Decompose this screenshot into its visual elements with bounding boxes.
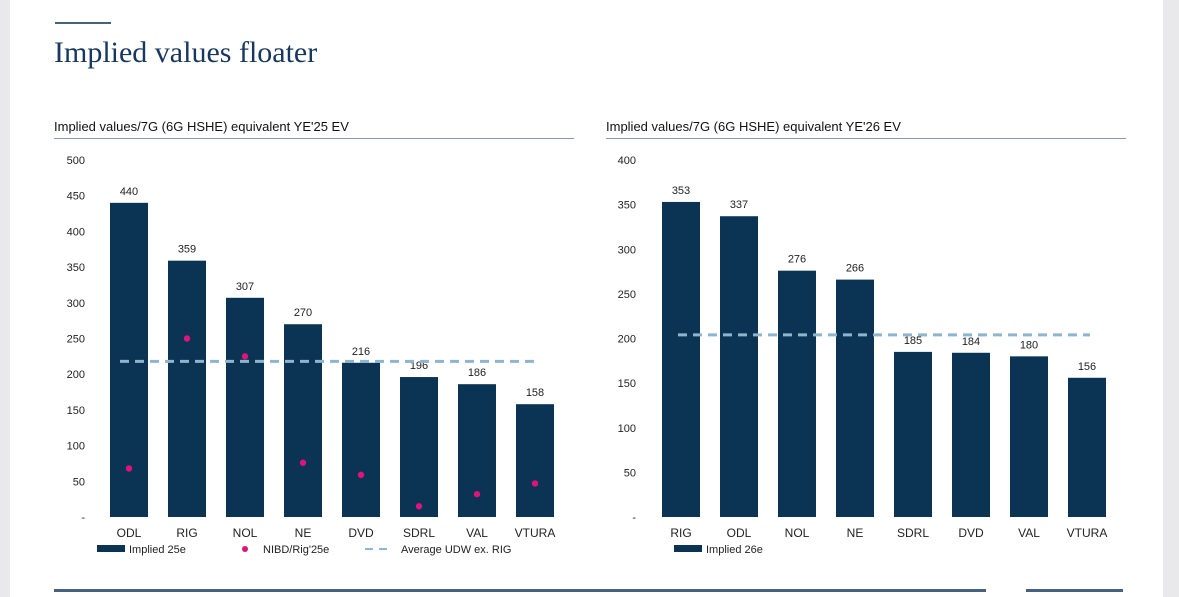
chart-1-nibd-point <box>415 503 423 510</box>
chart-1-bar <box>284 324 322 517</box>
chart-1-x-tick-label: VAL <box>466 526 488 540</box>
chart-2-bar <box>1068 377 1106 517</box>
chart-2-bar <box>778 270 816 517</box>
chart-2-y-tick-label: 100 <box>618 423 636 435</box>
chart-1-nibd-point <box>531 480 539 487</box>
chart-2-data-label: 276 <box>788 254 806 266</box>
page-title: Implied values floater <box>54 36 318 69</box>
chart-2-y-tick-label: 400 <box>618 155 636 167</box>
chart-1-bar <box>342 362 380 517</box>
chart-1-nibd-point <box>357 471 365 479</box>
chart-2-bar <box>894 351 932 517</box>
report-page: Implied values floater Implied values/7G… <box>10 0 1163 597</box>
chart-1-y-tick-label: - <box>81 512 85 524</box>
chart-1-data-label: 440 <box>120 186 138 198</box>
chart-1-y-tick-label: 50 <box>73 476 85 488</box>
chart-2-title-rule <box>606 138 1126 139</box>
chart-2-x-tick-label: NE <box>847 526 864 540</box>
chart-1-legend-label: Average UDW ex. RIG <box>401 544 511 556</box>
chart-2-data-label: 180 <box>1020 339 1038 351</box>
chart-2-y-tick-label: - <box>632 512 636 524</box>
chart-1-title: Implied values/7G (6G HSHE) equivalent Y… <box>54 119 349 134</box>
chart-1-y-tick-label: 300 <box>67 298 85 310</box>
chart-1-y-tick-label: 200 <box>67 369 85 381</box>
chart-1-bar <box>226 297 264 517</box>
chart-implied-ye25: - 50 100 150 200 250 300 350 400 450 500 440 ODL 359 R… <box>67 155 556 556</box>
chart-1-x-tick-label: VTURA <box>515 526 556 540</box>
chart-1-y-tick-label: 100 <box>67 441 85 453</box>
chart-1-bar <box>400 377 438 517</box>
chart-1-data-label: 216 <box>352 346 370 358</box>
chart-2-data-label: 337 <box>730 199 748 211</box>
chart-implied-ye26: - 50 100 150 200 250 300 350 400 353 RIG 337 ODL 276 N… <box>618 155 1108 556</box>
chart-1-title-rule <box>54 138 574 139</box>
chart-2-x-tick-label: RIG <box>670 526 691 540</box>
chart-2-data-label: 266 <box>846 263 864 275</box>
chart-2-x-tick-label: SDRL <box>897 526 929 540</box>
chart-1-x-tick-label: NOL <box>233 526 258 540</box>
chart-2-x-tick-label: NOL <box>785 526 810 540</box>
chart-1-y-tick-label: 150 <box>67 405 85 417</box>
chart-2-bar <box>720 216 758 518</box>
chart-1-x-tick-label: DVD <box>348 526 374 540</box>
chart-1-legend-swatch-bar <box>97 545 125 552</box>
chart-2-bar <box>952 352 990 517</box>
chart-1-bar <box>516 404 554 517</box>
chart-2-bar <box>1010 356 1048 517</box>
chart-1-x-tick-label: ODL <box>117 526 142 540</box>
chart-1-y-tick-label: 450 <box>67 191 85 203</box>
chart-1-y-tick-label: 500 <box>67 155 85 167</box>
chart-1-data-label: 359 <box>178 244 196 256</box>
chart-1-bar <box>168 260 206 517</box>
chart-2-legend-swatch-bar <box>674 545 702 552</box>
chart-2-data-label: 185 <box>904 335 922 347</box>
chart-2-title: Implied values/7G (6G HSHE) equivalent Y… <box>606 119 901 134</box>
chart-1-nibd-point <box>125 465 133 472</box>
footer-rule <box>54 589 986 592</box>
chart-2-y-tick-label: 250 <box>618 289 636 301</box>
chart-1-legend-label: Implied 25e <box>129 544 186 556</box>
chart-2-data-label: 353 <box>672 185 690 197</box>
footer-rule-right <box>1026 589 1123 592</box>
chart-1-x-tick-label: NE <box>295 526 312 540</box>
chart-2-x-tick-label: VTURA <box>1067 526 1108 540</box>
chart-1-legend-swatch-dot <box>242 546 248 552</box>
chart-2-data-label: 184 <box>962 336 980 348</box>
chart-2-y-tick-label: 350 <box>618 200 636 212</box>
chart-2-y-tick-label: 150 <box>618 378 636 390</box>
chart-1-nibd-point <box>183 335 191 342</box>
chart-2-y-tick-label: 50 <box>624 467 636 479</box>
chart-1-data-label: 158 <box>526 387 544 399</box>
chart-2-legend-label: Implied 26e <box>706 544 763 556</box>
chart-1-x-tick-label: SDRL <box>403 526 435 540</box>
chart-2-bar <box>836 279 874 517</box>
chart-1-data-label: 270 <box>294 307 312 319</box>
chart-2-x-tick-label: VAL <box>1018 526 1040 540</box>
chart-2-y-tick-label: 300 <box>618 244 636 256</box>
chart-1-nibd-point <box>299 459 307 466</box>
chart-1-nibd-point <box>473 490 481 498</box>
chart-1-data-label: 307 <box>236 281 254 293</box>
chart-1-y-tick-label: 350 <box>67 262 85 274</box>
chart-1-data-label: 186 <box>468 367 486 379</box>
chart-2-data-label: 156 <box>1078 361 1096 373</box>
chart-2-y-tick-label: 200 <box>618 334 636 346</box>
chart-2-x-tick-label: ODL <box>727 526 752 540</box>
chart-1-x-tick-label: RIG <box>176 526 197 540</box>
chart-2-bar <box>662 201 700 517</box>
chart-1-data-label: 196 <box>410 360 428 372</box>
chart-1-nibd-point <box>241 353 249 360</box>
chart-2-x-tick-label: DVD <box>958 526 984 540</box>
chart-1-y-tick-label: 400 <box>67 226 85 238</box>
chart-1-y-tick-label: 250 <box>67 334 85 346</box>
title-accent-rule <box>55 22 111 24</box>
chart-1-legend-label: NIBD/Rig'25e <box>263 544 329 556</box>
